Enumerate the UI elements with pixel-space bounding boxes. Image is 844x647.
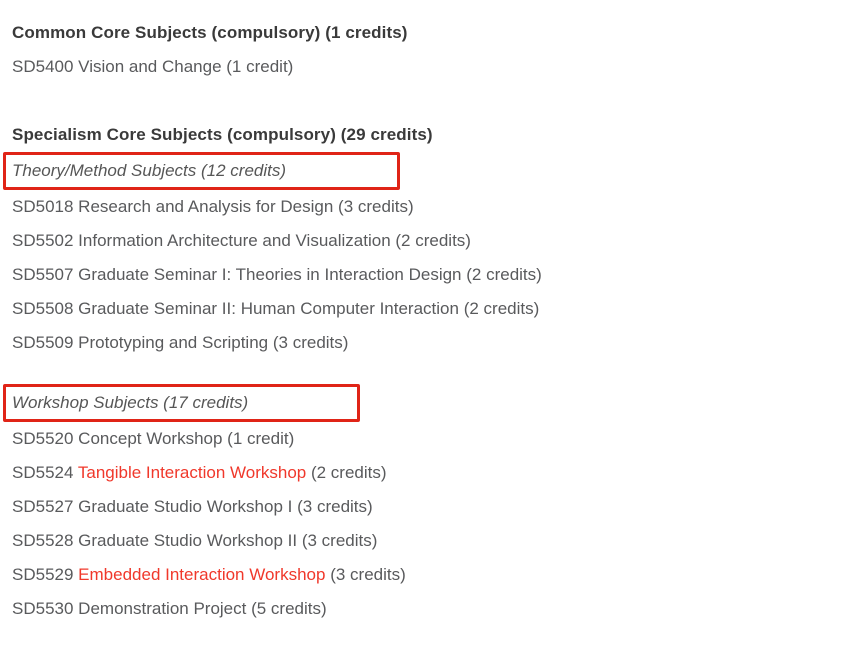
course-credits: (1 credit) (226, 57, 294, 76)
annotation-highlight-box: Theory/Method Subjects (12 credits) (3, 152, 400, 190)
course-code: SD5527 (12, 497, 74, 516)
course-code: SD5530 (12, 599, 74, 618)
course-code: SD5400 (12, 57, 74, 76)
group-label: Theory/Method Subjects (12 credits) (12, 161, 287, 180)
course-code: SD5524 (12, 463, 74, 482)
course-row: SD5508 Graduate Seminar II: Human Comput… (12, 292, 832, 326)
course-row: SD5527 Graduate Studio Workshop I (3 cre… (12, 490, 832, 524)
course-credits: (3 credits) (301, 531, 378, 550)
course-credits: (1 credit) (227, 429, 295, 448)
course-row: SD5528 Graduate Studio Workshop II (3 cr… (12, 524, 832, 558)
course-title: Graduate Seminar I: Theories in Interact… (78, 265, 462, 284)
course-credits: (3 credits) (338, 197, 414, 216)
course-credits: (3 credits) (297, 497, 373, 516)
course-title: Research and Analysis for Design (78, 197, 334, 216)
course-credits: (2 credits) (395, 231, 471, 250)
course-credits: (3 credits) (272, 333, 349, 352)
course-row: SD5529 Embedded Interaction Workshop (3 … (12, 558, 832, 592)
curriculum-section: Common Core Subjects (compulsory) (1 cre… (12, 16, 832, 84)
course-title: Concept Workshop (78, 429, 223, 448)
course-row: SD5530 Demonstration Project (5 credits) (12, 592, 832, 626)
course-title: Prototyping and Scripting (78, 333, 269, 352)
course-credits: (3 credits) (330, 565, 406, 584)
course-code: SD5018 (12, 197, 74, 216)
course-group: SD5400 Vision and Change (1 credit) (12, 50, 832, 84)
course-row: SD5524 Tangible Interaction Workshop (2 … (12, 456, 832, 490)
course-code: SD5508 (12, 299, 74, 318)
course-row: SD5520 Concept Workshop (1 credit) (12, 422, 832, 456)
course-title: Graduate Seminar II: Human Computer Inte… (78, 299, 459, 318)
course-code: SD5528 (12, 531, 74, 550)
course-title: Graduate Studio Workshop II (78, 531, 298, 550)
course-row: SD5502 Information Architecture and Visu… (12, 224, 832, 258)
course-code: SD5520 (12, 429, 74, 448)
course-credits: (2 credits) (466, 265, 542, 284)
section-heading: Common Core Subjects (compulsory) (1 cre… (12, 23, 408, 42)
course-title: Graduate Studio Workshop I (78, 497, 293, 516)
course-title: Embedded Interaction Workshop (78, 565, 326, 584)
course-code: SD5529 (12, 565, 74, 584)
group-label: Workshop Subjects (17 credits) (12, 393, 249, 412)
curriculum-section: Specialism Core Subjects (compulsory) (2… (3, 118, 832, 626)
course-row: SD5509 Prototyping and Scripting (3 cred… (12, 326, 832, 360)
course-code: SD5509 (12, 333, 74, 352)
course-code: SD5507 (12, 265, 74, 284)
course-group: Workshop Subjects (17 credits) SD5520 Con… (3, 384, 832, 626)
course-title: Vision and Change (78, 57, 222, 76)
annotation-highlight-box: Workshop Subjects (17 credits) (3, 384, 360, 422)
course-row: SD5018 Research and Analysis for Design … (12, 190, 832, 224)
course-code: SD5502 (12, 231, 74, 250)
section-heading: Specialism Core Subjects (compulsory) (2… (12, 125, 433, 144)
course-title: Information Architecture and Visualizati… (78, 231, 391, 250)
course-credits: (5 credits) (251, 599, 327, 618)
course-row: SD5507 Graduate Seminar I: Theories in I… (12, 258, 832, 292)
course-credits: (2 credits) (310, 463, 387, 482)
course-row: SD5400 Vision and Change (1 credit) (12, 50, 832, 84)
course-title: Tangible Interaction Workshop (77, 463, 307, 482)
course-credits: (2 credits) (463, 299, 540, 318)
curriculum: Common Core Subjects (compulsory) (1 cre… (3, 16, 832, 626)
course-title: Demonstration Project (78, 599, 247, 618)
course-group: Theory/Method Subjects (12 credits) SD501… (3, 152, 832, 360)
